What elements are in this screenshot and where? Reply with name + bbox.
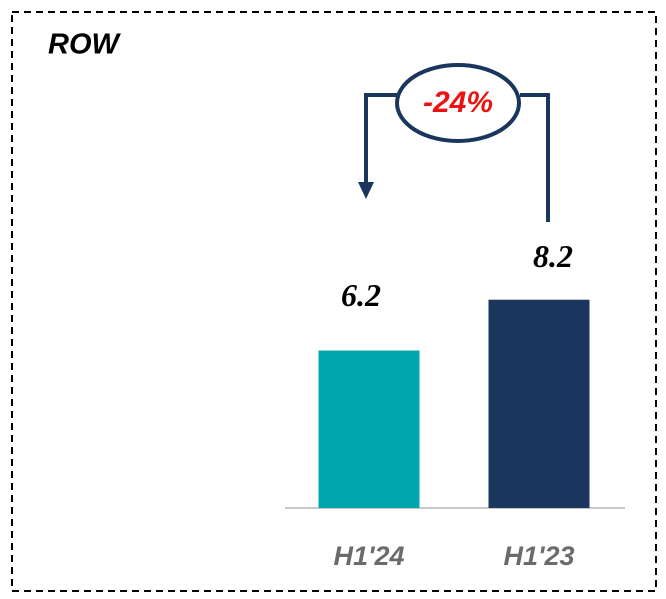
value-label: 8.2 [533, 238, 573, 274]
x-tick-label: H1'24 [334, 541, 405, 571]
arrow-line [364, 93, 397, 184]
bar [488, 299, 590, 508]
annotation: -24% [423, 86, 493, 119]
annotation-ellipse [395, 63, 521, 143]
chart-title: ROW [48, 29, 122, 61]
value-label: 6.2 [341, 277, 381, 313]
x-tick-label: H1'23 [504, 541, 575, 571]
arrow-line [520, 93, 550, 222]
bar [318, 350, 420, 508]
arrow-head [358, 182, 374, 199]
